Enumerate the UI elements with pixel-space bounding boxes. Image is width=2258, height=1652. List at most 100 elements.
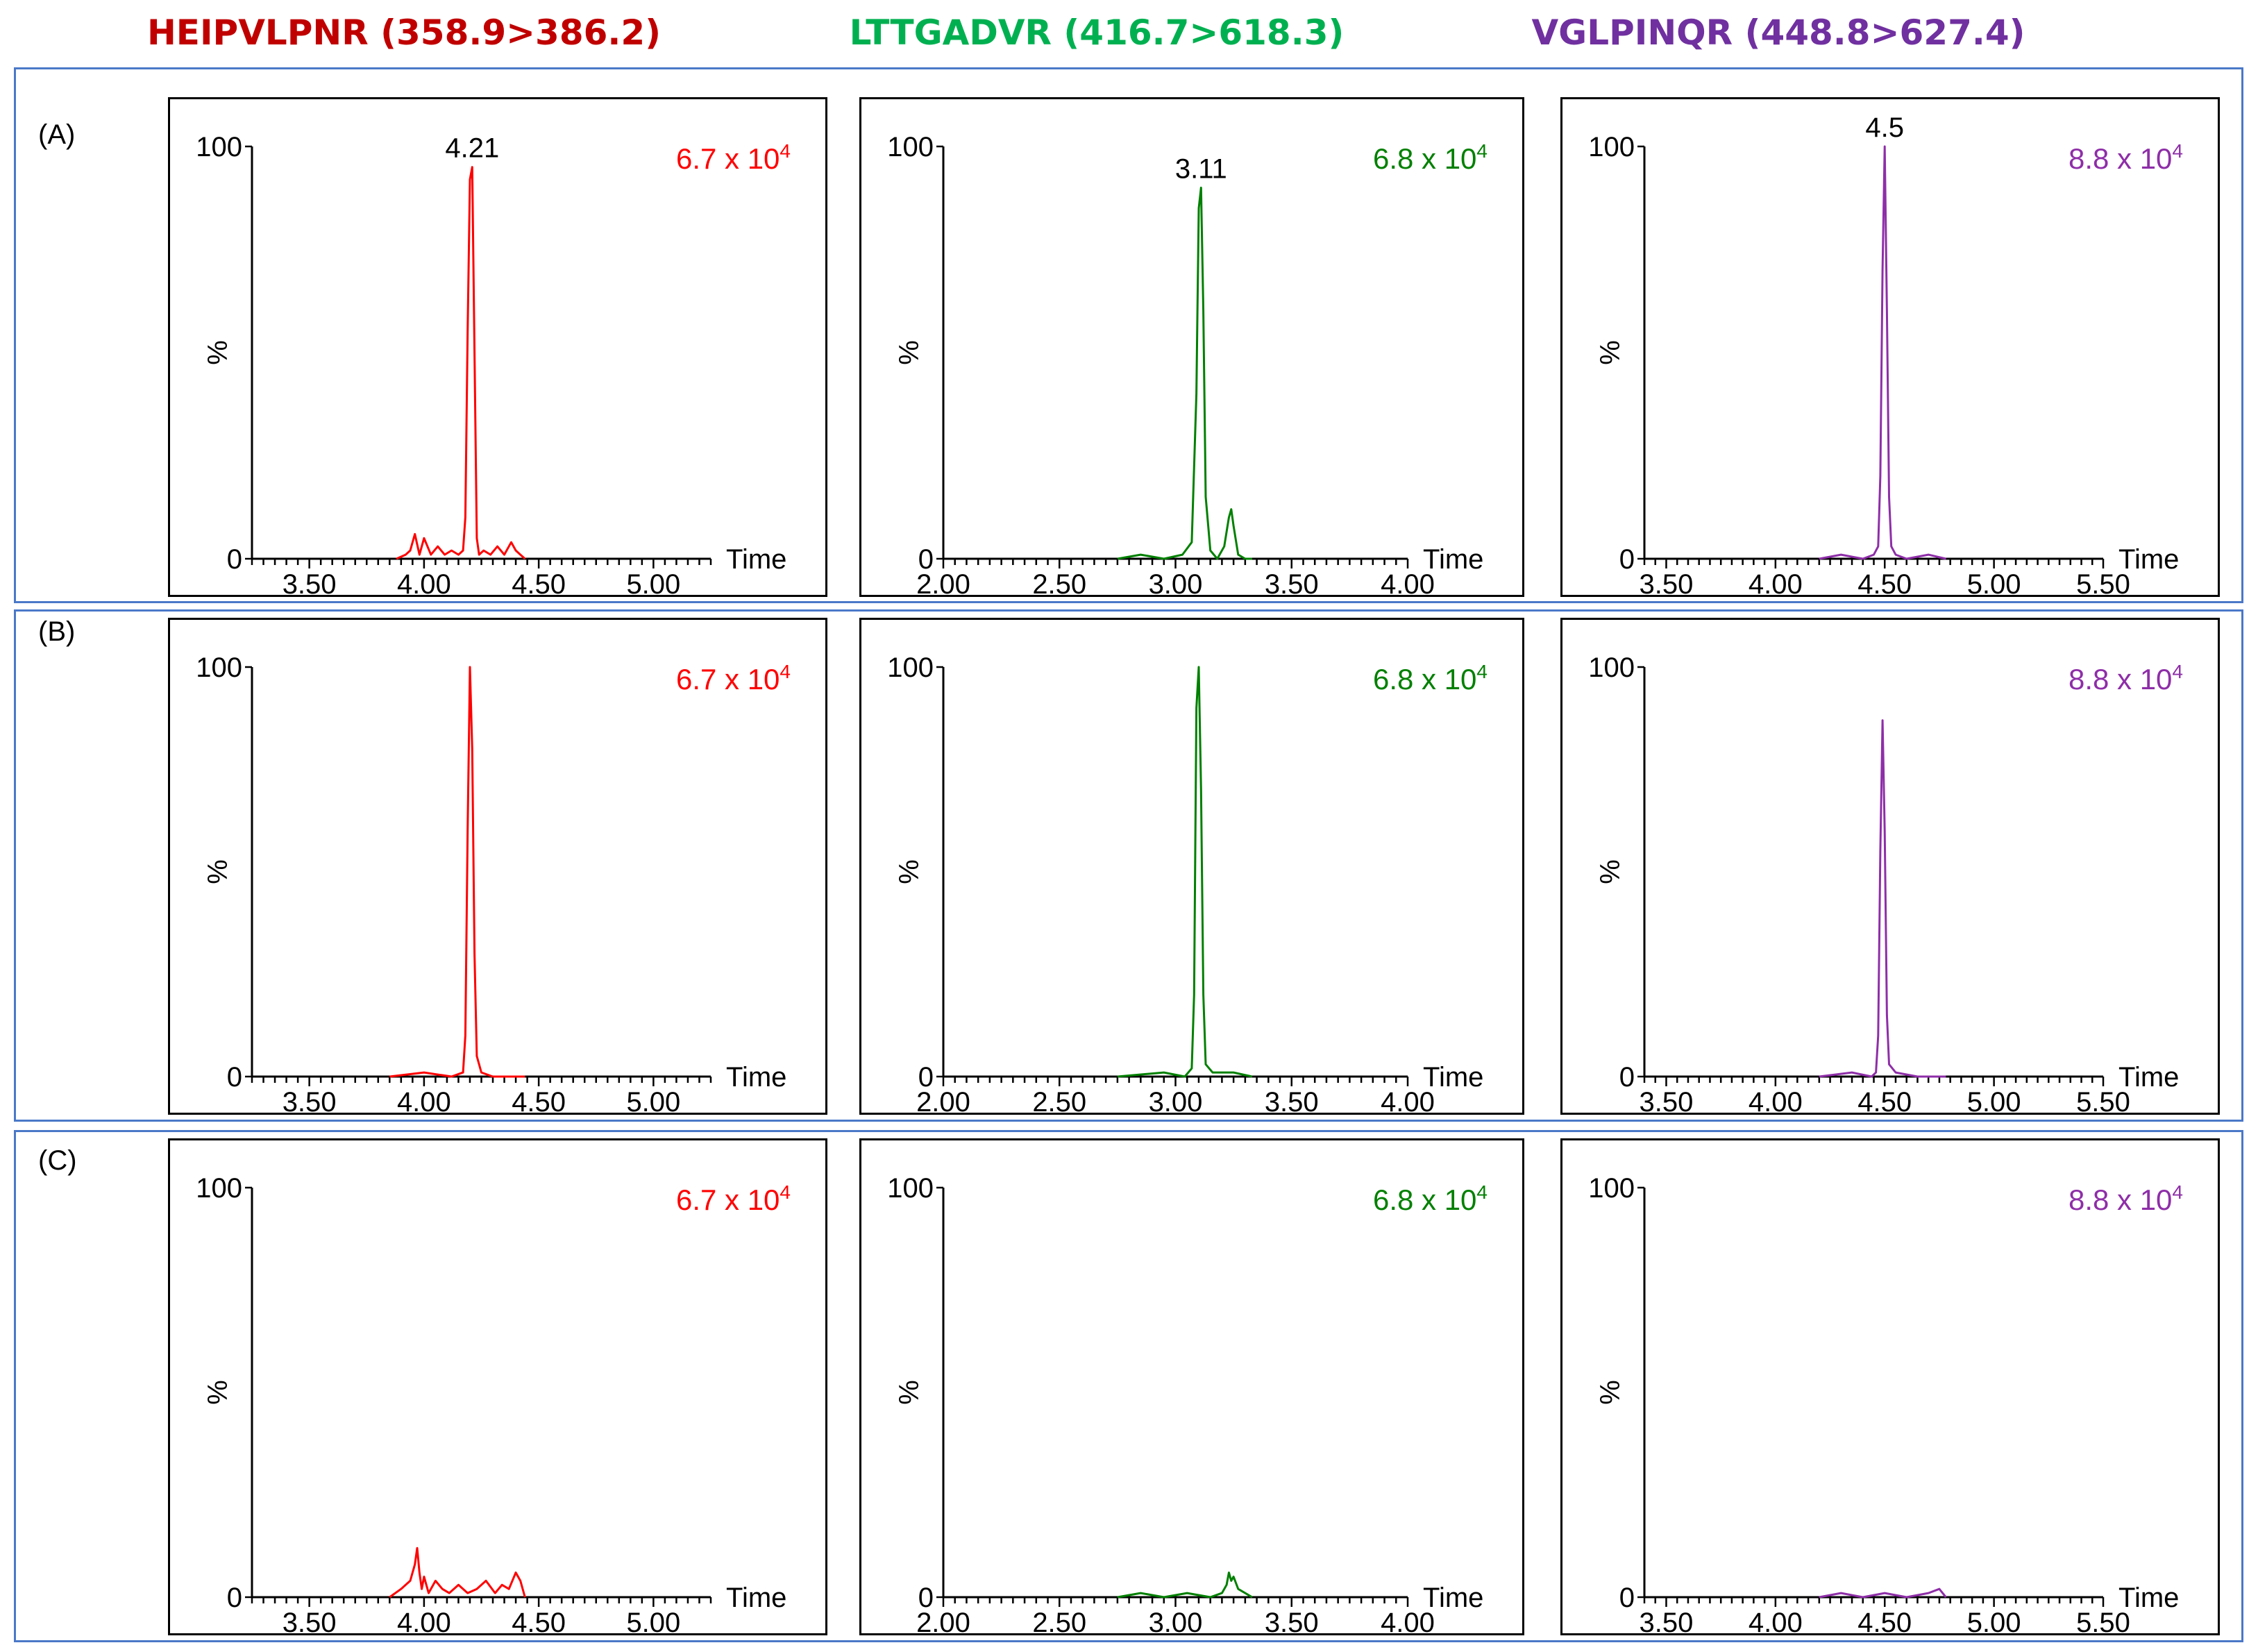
x-tick-label: 4.50	[1857, 1087, 1912, 1118]
chromatogram-panel-a3: 0 100% 3.50 4.00 4.50 5.00 5.50 Time 8.8 x 104 4.…	[1560, 97, 2220, 600]
intensity-scale-label: 6.8 x 104	[1373, 1181, 1488, 1216]
x-tick-label: 5.50	[2076, 569, 2130, 600]
x-tick-label: 4.00	[1749, 1087, 1803, 1118]
y-tick-label: 100	[1588, 1173, 1635, 1204]
chromatogram-panel-a1: 0 100% 3.50 4.00 4.50 5.00 Time 6.7 x 104 4.21	[168, 97, 827, 600]
intensity-scale-label: 6.8 x 104	[1373, 140, 1488, 175]
intensity-scale-label: 6.7 x 104	[676, 140, 791, 175]
x-tick-label: 5.00	[626, 569, 680, 600]
y-axis-label: %	[1595, 859, 1626, 884]
intensity-scale-label: 8.8 x 104	[2069, 1181, 2183, 1216]
x-tick-label: 2.00	[916, 569, 970, 600]
x-tick-label: 3.50	[1265, 1608, 1319, 1638]
chromatogram-trace	[1819, 1587, 1947, 1599]
y-axis-label: %	[894, 340, 925, 365]
x-axis-label: Time	[726, 544, 786, 575]
y-axis-label: %	[203, 1380, 233, 1405]
x-tick-label: 2.50	[1032, 569, 1086, 600]
x-tick-label: 4.00	[397, 1087, 451, 1118]
intensity-scale-label: 8.8 x 104	[2069, 140, 2183, 175]
chromatogram-svg: 0 100% 3.50 4.00 4.50 5.00 Time 6.7 x 104	[196, 1173, 791, 1638]
x-tick-label: 5.00	[626, 1087, 680, 1118]
intensity-scale-label: 6.8 x 104	[1373, 661, 1488, 696]
chromatogram-trace	[1819, 145, 1946, 560]
row-frame-b	[14, 609, 2243, 1122]
x-tick-label: 5.00	[1967, 1087, 2021, 1118]
y-tick-label: 0	[227, 1062, 242, 1093]
x-tick-label: 3.50	[1640, 1608, 1694, 1638]
y-tick-label: 100	[887, 1173, 934, 1204]
chromatogram-panel-b2: 0 100% 2.00 2.50 3.00 3.50 4.00 Time 6.8 x 104	[859, 618, 1524, 1118]
x-tick-label: 3.50	[283, 1087, 337, 1118]
y-tick-label: 100	[196, 1173, 242, 1204]
x-tick-label: 3.00	[1149, 1087, 1203, 1118]
intensity-scale-label: 6.7 x 104	[676, 661, 791, 696]
x-tick-label: 2.50	[1032, 1087, 1086, 1118]
peak-retention-time-label: 4.5	[1865, 112, 1904, 143]
x-axis-label: Time	[1423, 1062, 1483, 1093]
chromatogram-panel-b1: 0 100% 3.50 4.00 4.50 5.00 Time 6.7 x 104	[168, 618, 827, 1118]
x-tick-label: 4.00	[1381, 1087, 1435, 1118]
x-tick-label: 3.50	[283, 1608, 337, 1638]
chromatogram-trace	[1117, 666, 1253, 1078]
y-axis-label: %	[1595, 340, 1626, 365]
y-tick-label: 100	[887, 132, 934, 162]
x-tick-label: 4.00	[1381, 1608, 1435, 1638]
row-frame-c	[14, 1130, 2243, 1642]
x-tick-label: 4.00	[397, 1608, 451, 1638]
x-tick-label: 5.00	[1967, 1608, 2021, 1638]
x-tick-label: 2.50	[1032, 1608, 1086, 1638]
x-tick-label: 4.00	[1381, 569, 1435, 600]
column-title-vglpinqr: VGLPINQR (448.8>627.4)	[1531, 12, 2025, 53]
y-tick-label: 0	[227, 544, 242, 575]
intensity-scale-label: 8.8 x 104	[2069, 661, 2183, 696]
row-label-b: (B)	[38, 616, 76, 647]
chromatogram-trace	[389, 666, 525, 1078]
y-tick-label: 100	[196, 652, 242, 683]
y-tick-label: 100	[1588, 652, 1635, 683]
x-tick-label: 3.50	[283, 569, 337, 600]
x-tick-label: 5.50	[2076, 1608, 2130, 1638]
chromatogram-panel-b3: 0 100% 3.50 4.00 4.50 5.00 5.50 Time 8.8 x 104	[1560, 618, 2220, 1118]
y-axis-label: %	[894, 859, 925, 884]
chromatogram-trace	[1819, 719, 1946, 1078]
row-label-c: (C)	[38, 1145, 77, 1176]
y-tick-label: 0	[918, 1062, 934, 1093]
y-axis-label: %	[1595, 1380, 1626, 1405]
y-axis-label: %	[203, 859, 233, 884]
x-tick-label: 3.50	[1640, 1087, 1694, 1118]
x-tick-label: 2.00	[916, 1608, 970, 1638]
peak-retention-time-label: 4.21	[445, 133, 499, 164]
x-tick-label: 4.50	[512, 1087, 566, 1118]
x-tick-label: 4.00	[1749, 569, 1803, 600]
x-axis-label: Time	[726, 1583, 786, 1613]
row-label-a: (A)	[38, 119, 76, 150]
chromatogram-trace	[389, 1546, 526, 1599]
x-tick-label: 4.50	[1857, 569, 1912, 600]
chromatogram-panel-a2: 0 100% 2.00 2.50 3.00 3.50 4.00 Time 6.8 x 104 3.…	[859, 97, 1524, 600]
y-tick-label: 0	[227, 1583, 242, 1613]
y-axis-label: %	[894, 1380, 925, 1405]
x-tick-label: 3.00	[1149, 1608, 1203, 1638]
x-tick-label: 3.00	[1149, 569, 1203, 600]
chromatogram-panel-c2: 0 100% 2.00 2.50 3.00 3.50 4.00 Time 6.8 x 104	[859, 1138, 1524, 1638]
x-tick-label: 4.50	[512, 569, 566, 600]
x-tick-label: 2.00	[916, 1087, 970, 1118]
row-frame-a	[14, 67, 2243, 603]
y-tick-label: 0	[1619, 1062, 1635, 1093]
chromatogram-trace	[1117, 1571, 1253, 1599]
chromatogram-svg: 0 100% 3.50 4.00 4.50 5.00 Time 6.7 x 104 4.21	[196, 132, 791, 600]
x-tick-label: 5.50	[2076, 1087, 2130, 1118]
y-tick-label: 0	[1619, 1583, 1635, 1613]
y-tick-label: 100	[887, 652, 934, 683]
x-tick-label: 4.50	[512, 1608, 566, 1638]
y-tick-label: 100	[196, 132, 242, 162]
peak-retention-time-label: 3.11	[1175, 153, 1227, 184]
x-tick-label: 5.00	[626, 1608, 680, 1638]
x-axis-label: Time	[1423, 544, 1483, 575]
